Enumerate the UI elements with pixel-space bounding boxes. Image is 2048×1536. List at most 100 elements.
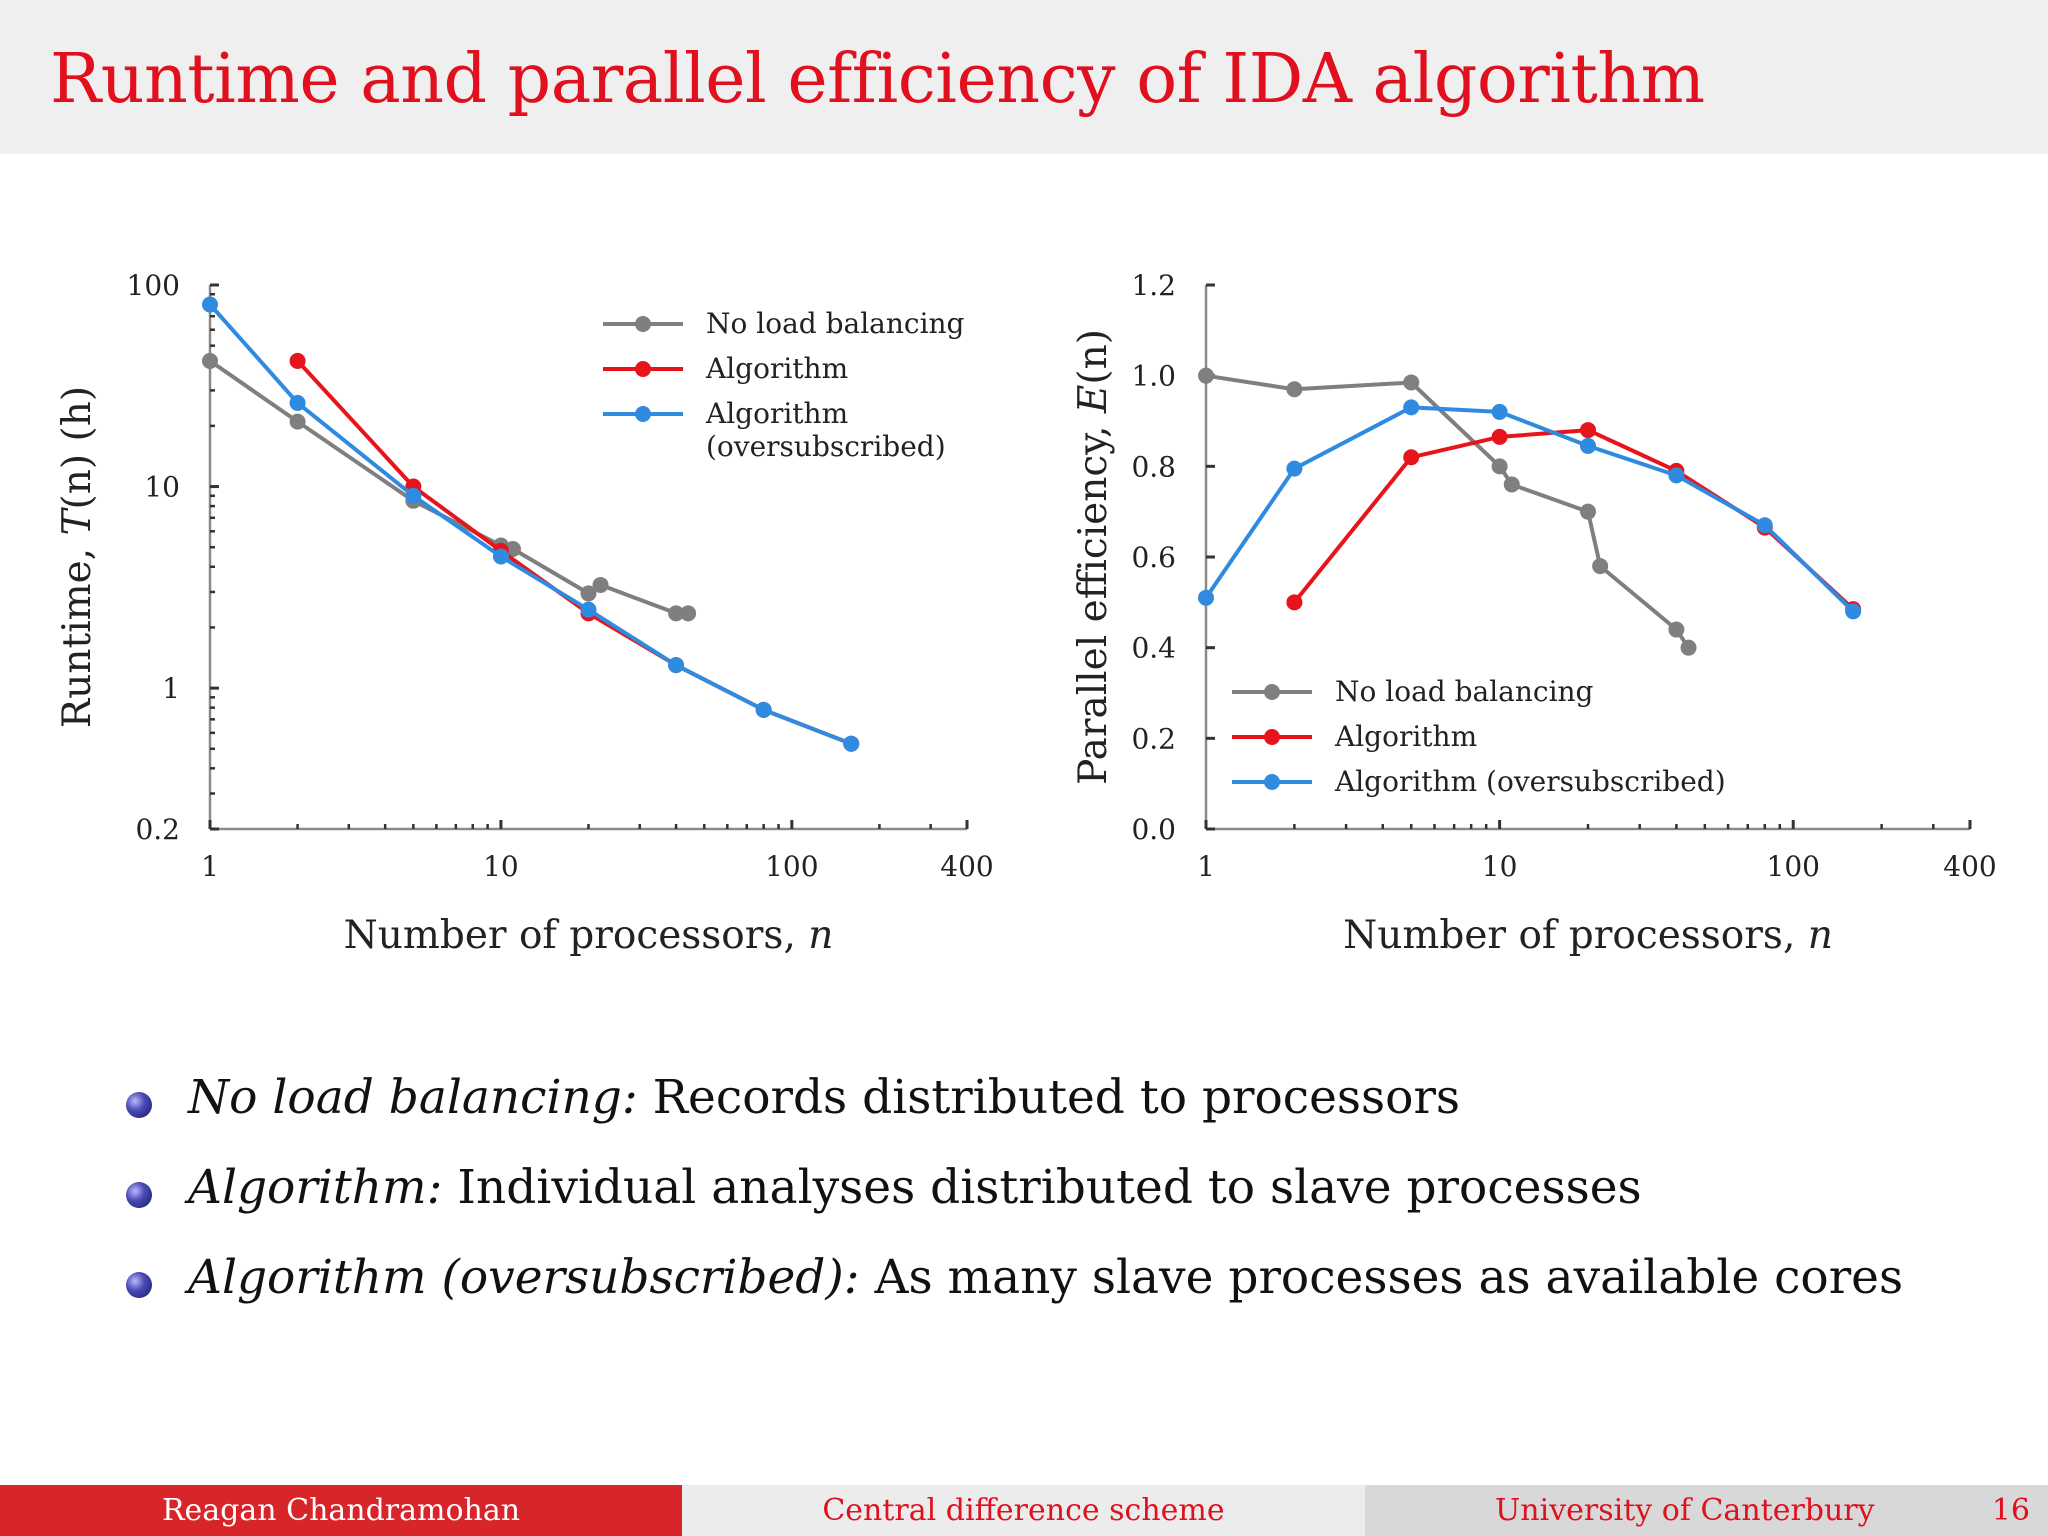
y-axis-label: Parallel efficiency, E(n) [1071,329,1116,785]
legend: No load balancing Algorithm Algorithm (ove… [1232,675,1726,798]
footer-institution: University of Canterbury [1495,1493,1875,1528]
data-point-no-load-balancing [1668,621,1685,638]
y-tick-label: 1 [162,672,180,705]
x-axis-label: Number of processors, n [1343,913,1833,958]
legend-swatch-marker [635,361,651,377]
x-axis-label-var: n [1808,913,1833,958]
y-tick-label: 1.0 [1131,360,1176,393]
data-point-algorithm [1491,428,1508,445]
y-axis-label-text: Runtime, [55,535,100,728]
legend-label: No load balancing [1335,675,1594,708]
data-point-no-load-balancing [592,576,609,593]
data-point-algorithm-oversubscribed [843,735,860,752]
data-point-algorithm-oversubscribed [1198,589,1214,606]
series-line-algorithm-oversubscribed [1204,405,1855,613]
bullet-text: No load balancing: Records distributed t… [188,1070,1460,1125]
footer-right: University of Canterbury 16 [1365,1485,2048,1536]
data-point-algorithm-oversubscribed [492,548,509,565]
bullet-text: Algorithm (oversubscribed): As many slav… [188,1250,1903,1305]
y-tick-label: 0.2 [135,813,180,846]
data-point-no-load-balancing [668,605,685,622]
data-point-algorithm-oversubscribed [1403,399,1420,416]
legend-label: No load balancing [706,307,965,340]
x-axis-label: Number of processors, n [344,913,834,958]
data-point-algorithm-oversubscribed [405,487,422,504]
page-number: 16 [1991,1493,2030,1528]
data-point-no-load-balancing [1198,367,1214,384]
y-tick-label: 1.2 [1131,269,1176,302]
data-point-algorithm-oversubscribed [1668,467,1685,484]
bullet-body: Records distributed to processors [652,1070,1461,1125]
data-point-no-load-balancing [680,605,697,622]
data-point-algorithm [1286,594,1303,611]
legend: No load balancingAlgorithmAlgorithm(over… [603,307,965,463]
efficiency-chart: 1 10 100 400 0.0 0.2 0.4 0.6 0.8 1.0 1.2 Number of … [1071,269,1997,958]
bullet-label: Algorithm (oversubscribed): [188,1250,860,1305]
data-point-no-load-balancing [1680,639,1697,656]
data-point-no-load-balancing [1286,381,1303,398]
data-point-no-load-balancing [202,352,218,369]
data-point-algorithm [1403,449,1420,466]
y-axis-label-suffix: (n) [1071,329,1116,385]
legend-label: Algorithm (oversubscribed) [1334,765,1726,798]
legend-swatch-marker [1264,729,1280,745]
footer-section: Central difference scheme [682,1485,1365,1536]
legend-label: Algorithm [705,397,848,430]
bullet-body: As many slave processes as available cor… [874,1250,1904,1305]
data-point-algorithm-oversubscribed [1845,603,1862,620]
data-point-algorithm-oversubscribed [580,601,597,618]
data-point-no-load-balancing [504,541,521,558]
bullet-text: Algorithm: Individual analyses distribut… [188,1160,1642,1215]
y-tick-label: 100 [127,269,180,302]
y-tick-label: 0.0 [1131,813,1176,846]
y-tick-label: 0.6 [1131,541,1176,574]
legend-label: Algorithm [705,352,848,385]
x-tick-label: 400 [1943,850,1996,883]
y-tick-label: 10 [144,471,180,504]
x-axis-label-text: Number of processors, [1343,913,1808,958]
data-point-algorithm-oversubscribed [202,296,218,313]
y-tick-label: 0.4 [1131,632,1176,665]
y-tick-label: 0.8 [1131,450,1176,483]
data-point-no-load-balancing [289,413,306,430]
bullet-icon [126,1092,152,1118]
legend-swatch-marker [1264,684,1280,700]
legend-label-cont: (oversubscribed) [706,430,946,463]
data-point-no-load-balancing [1491,458,1508,475]
bullet-label: Algorithm: [188,1160,443,1215]
data-point-algorithm-oversubscribed [289,394,306,411]
bullet-body: Individual analyses distributed to slave… [457,1160,1642,1215]
data-point-algorithm-oversubscribed [668,657,685,674]
series-line-algorithm-oversubscribed [208,303,852,746]
footer-author: Reagan Chandramohan [0,1485,682,1536]
legend-swatch-marker [1264,774,1280,790]
bullet-label: No load balancing: [188,1070,638,1125]
y-axis-label-var: E [1071,385,1116,414]
title-bar: Runtime and parallel efficiency of IDA a… [0,0,2048,154]
data-point-no-load-balancing [580,585,597,602]
x-tick-label: 400 [940,850,993,883]
x-tick-label: 1 [201,850,219,883]
x-tick-label: 100 [1767,850,1820,883]
data-point-algorithm-oversubscribed [1491,403,1508,420]
y-axis-label-var: T [55,506,100,535]
data-point-no-load-balancing [1503,476,1520,493]
y-tick-label: 0.2 [1131,722,1176,755]
legend-swatch-marker [635,406,651,422]
legend-swatch-marker [635,316,651,332]
x-tick-label: 10 [1482,850,1518,883]
data-point-no-load-balancing [1580,503,1596,520]
x-axis-label-text: Number of processors, [344,913,809,958]
bullet-icon [126,1272,152,1298]
runtime-chart: 1 10 100 400 0.2 1 10 100 Number of processors, … [55,269,994,958]
data-point-no-load-balancing [1592,558,1609,575]
data-point-no-load-balancing [1403,374,1420,391]
data-point-algorithm [1580,422,1596,439]
data-point-algorithm-oversubscribed [1286,460,1303,477]
series-line-no-load-balancing [1205,373,1691,649]
legend-label: Algorithm [1334,720,1477,753]
data-point-algorithm-oversubscribed [755,701,772,718]
y-axis-label-text: Parallel efficiency, [1071,413,1116,785]
x-tick-label: 100 [765,850,818,883]
data-point-algorithm-oversubscribed [1756,517,1773,534]
